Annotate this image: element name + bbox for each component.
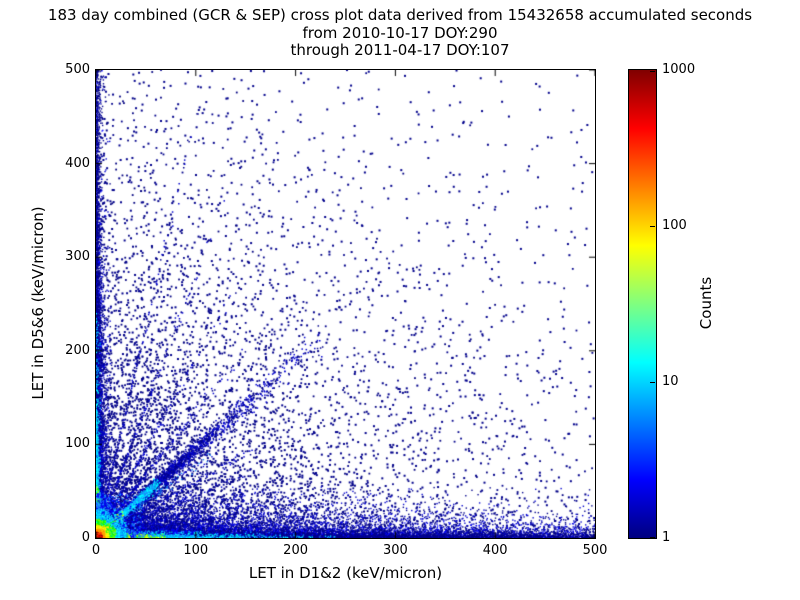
x-tick-label: 100 <box>183 543 209 558</box>
colorbar-tick-label: 1000 <box>662 62 696 77</box>
chart-title: 183 day combined (GCR & SEP) cross plot … <box>47 6 753 24</box>
colorbar-tick-mark <box>650 382 655 383</box>
y-tick-label: 400 <box>65 155 90 171</box>
colorbar-tick-label: 10 <box>662 374 679 389</box>
y-tick-label: 0 <box>81 530 90 545</box>
x-tick-label: 500 <box>582 543 608 558</box>
chart-subtitle-through: through 2011-04-17 DOY:107 <box>290 41 510 59</box>
y-tick-label: 100 <box>65 436 90 452</box>
x-tick-label: 0 <box>91 543 101 558</box>
chart-subtitle-from: from 2010-10-17 DOY:290 <box>302 24 498 42</box>
colorbar-tick-label: 100 <box>662 218 687 233</box>
colorbar-tick-mark <box>650 226 655 227</box>
x-tick-label: 300 <box>382 543 408 558</box>
colorbar-tick-mark <box>650 71 655 72</box>
x-tick-label: 200 <box>283 543 308 558</box>
plot-area <box>95 69 596 539</box>
colorbar-tick-label: 1 <box>662 530 671 545</box>
y-tick-label: 300 <box>65 249 90 265</box>
y-tick-label: 500 <box>65 62 90 77</box>
colorbar-tick-mark <box>650 537 655 538</box>
x-axis-label: LET in D1&2 (keV/micron) <box>248 564 443 582</box>
colorbar <box>628 69 657 539</box>
plot-canvas <box>96 70 595 538</box>
x-tick-label: 400 <box>482 543 508 558</box>
y-tick-label: 200 <box>65 342 90 358</box>
